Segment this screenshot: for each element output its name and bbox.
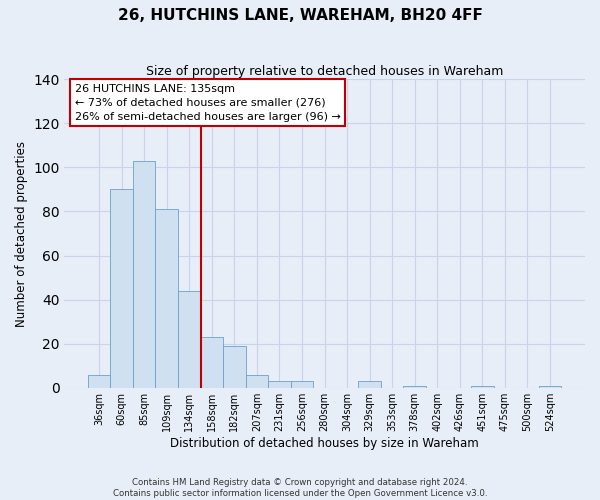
Bar [471, 386, 494, 388]
Bar [178, 291, 200, 388]
Bar [245, 374, 268, 388]
Bar [110, 190, 133, 388]
Bar [268, 382, 291, 388]
Bar [155, 210, 178, 388]
Text: Contains HM Land Registry data © Crown copyright and database right 2024.
Contai: Contains HM Land Registry data © Crown c… [113, 478, 487, 498]
X-axis label: Distribution of detached houses by size in Wareham: Distribution of detached houses by size … [170, 437, 479, 450]
Bar [88, 374, 110, 388]
Bar [291, 382, 313, 388]
Title: Size of property relative to detached houses in Wareham: Size of property relative to detached ho… [146, 65, 503, 78]
Bar [539, 386, 562, 388]
Y-axis label: Number of detached properties: Number of detached properties [15, 140, 28, 326]
Bar [133, 161, 155, 388]
Bar [403, 386, 426, 388]
Text: 26, HUTCHINS LANE, WAREHAM, BH20 4FF: 26, HUTCHINS LANE, WAREHAM, BH20 4FF [118, 8, 482, 22]
Text: 26 HUTCHINS LANE: 135sqm
← 73% of detached houses are smaller (276)
26% of semi-: 26 HUTCHINS LANE: 135sqm ← 73% of detach… [74, 84, 340, 122]
Bar [358, 382, 381, 388]
Bar [223, 346, 245, 388]
Bar [200, 337, 223, 388]
